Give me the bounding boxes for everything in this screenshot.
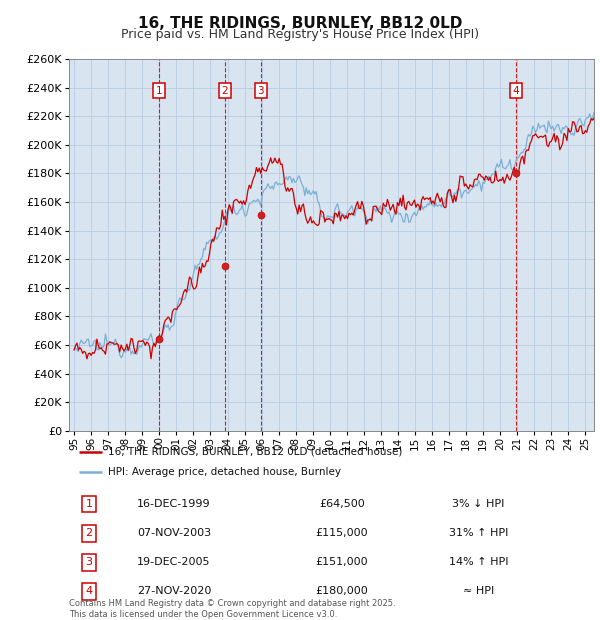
Text: 1: 1	[85, 499, 92, 509]
Text: Contains HM Land Registry data © Crown copyright and database right 2025.
This d: Contains HM Land Registry data © Crown c…	[69, 600, 395, 619]
Text: 3: 3	[85, 557, 92, 567]
Text: 3% ↓ HPI: 3% ↓ HPI	[452, 499, 505, 509]
Text: 2: 2	[221, 86, 228, 95]
Text: 4: 4	[85, 587, 92, 596]
Text: 4: 4	[512, 86, 519, 95]
Text: ≈ HPI: ≈ HPI	[463, 587, 494, 596]
Text: £180,000: £180,000	[316, 587, 368, 596]
Text: 07-NOV-2003: 07-NOV-2003	[137, 528, 211, 538]
Text: 31% ↑ HPI: 31% ↑ HPI	[449, 528, 508, 538]
Text: £115,000: £115,000	[316, 528, 368, 538]
Text: Price paid vs. HM Land Registry's House Price Index (HPI): Price paid vs. HM Land Registry's House …	[121, 28, 479, 41]
Text: 2: 2	[85, 528, 92, 538]
Text: 27-NOV-2020: 27-NOV-2020	[137, 587, 211, 596]
Text: 16-DEC-1999: 16-DEC-1999	[137, 499, 211, 509]
Text: £151,000: £151,000	[316, 557, 368, 567]
Text: 14% ↑ HPI: 14% ↑ HPI	[449, 557, 508, 567]
Text: 3: 3	[257, 86, 264, 95]
Text: HPI: Average price, detached house, Burnley: HPI: Average price, detached house, Burn…	[108, 467, 341, 477]
Text: 19-DEC-2005: 19-DEC-2005	[137, 557, 211, 567]
Text: 1: 1	[155, 86, 162, 95]
Text: 16, THE RIDINGS, BURNLEY, BB12 0LD: 16, THE RIDINGS, BURNLEY, BB12 0LD	[138, 16, 462, 30]
Text: 16, THE RIDINGS, BURNLEY, BB12 0LD (detached house): 16, THE RIDINGS, BURNLEY, BB12 0LD (deta…	[108, 446, 403, 456]
Text: £64,500: £64,500	[319, 499, 365, 509]
